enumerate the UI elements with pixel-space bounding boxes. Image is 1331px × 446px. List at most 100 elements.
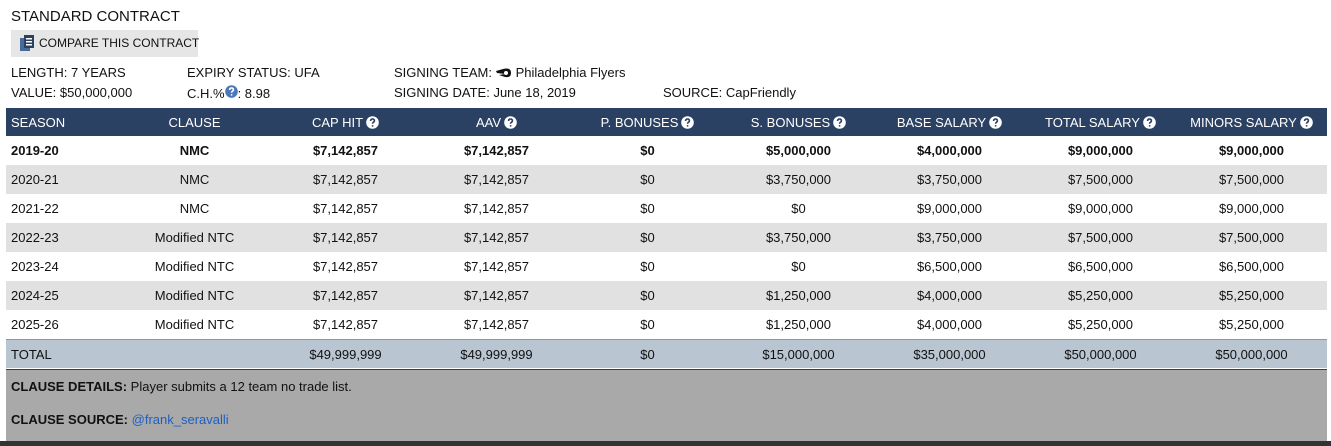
info-label: VALUE:	[11, 85, 57, 100]
info-label: SOURCE:	[663, 85, 723, 100]
cell: $9,000,000	[1067, 143, 1134, 158]
cell: $0	[640, 143, 655, 158]
total-cell: $15,000,000	[723, 339, 874, 368]
cell: $9,000,000	[1218, 143, 1285, 158]
help-icon[interactable]	[1300, 115, 1313, 129]
help-icon[interactable]	[681, 115, 695, 129]
team-logo	[495, 68, 511, 78]
info-item: VALUE: $50,000,000	[11, 85, 132, 100]
cell: $1,250,000	[765, 317, 832, 332]
cell: $5,000,000	[765, 143, 832, 158]
cell: NMC	[119, 165, 270, 194]
info-item: EXPIRY STATUS: UFA	[187, 65, 320, 80]
help-icon[interactable]	[989, 115, 1002, 129]
cell: $7,500,000	[1025, 165, 1176, 194]
info-item: C.H.%: 8.98	[187, 85, 270, 101]
cell: Modified NTC	[154, 317, 235, 332]
cell: $5,250,000	[1067, 317, 1134, 332]
column-header: AAV	[421, 108, 572, 136]
cell: $7,142,857	[463, 259, 530, 274]
info-item: LENGTH: 7 YEARS	[11, 65, 126, 80]
cell: $0	[640, 259, 655, 274]
column-label: BASE SALARY	[896, 114, 987, 130]
info-label: SIGNING TEAM:	[394, 65, 492, 80]
header-row: SEASON CLAUSE CAP HIT AAV P. BONUSES S. BONUS…	[6, 108, 1327, 136]
column-label: CAP HIT	[311, 114, 364, 130]
cell: $9,000,000	[916, 201, 983, 216]
title: STANDARD CONTRACT	[11, 8, 180, 25]
cell: $7,500,000	[1176, 223, 1327, 252]
cell: $0	[791, 201, 806, 216]
cell: $7,142,857	[312, 143, 379, 158]
cell: $3,750,000	[723, 223, 874, 252]
season-row: 2022-23 Modified NTC $7,142,857 $7,142,857 $…	[6, 223, 1327, 252]
cell: $3,750,000	[723, 165, 874, 194]
column-header: SEASON	[6, 108, 119, 136]
clause-panel: CLAUSE DETAILS: Player submits a 12 team…	[6, 369, 1327, 441]
cell: $3,750,000	[874, 223, 1025, 252]
cell: $6,500,000	[916, 259, 983, 274]
info-value: June 18, 2019	[493, 85, 576, 100]
help-icon[interactable]	[224, 85, 238, 98]
help-icon[interactable]	[504, 115, 517, 129]
total-cell: $35,000,000	[874, 339, 1025, 368]
cell: 2025-26	[11, 317, 59, 332]
column-label: SEASON	[11, 114, 66, 130]
clause-details-text: Player submits a 12 team no trade list.	[130, 379, 352, 394]
cell: $0	[572, 223, 723, 252]
info-label: EXPIRY STATUS:	[187, 65, 291, 80]
cell: $7,142,857	[421, 223, 572, 252]
season-row: 2024-25 Modified NTC $7,142,857 $7,142,857 $…	[6, 281, 1327, 310]
info-item: SIGNING TEAM: Philadelphia Flyers	[394, 65, 625, 80]
info-label: C.H.%	[187, 86, 225, 101]
cell: 2022-23	[6, 223, 119, 252]
cell: Modified NTC	[119, 223, 270, 252]
cell: $7,142,857	[270, 165, 421, 194]
help-icon[interactable]	[1143, 115, 1156, 129]
help-icon[interactable]	[833, 115, 847, 129]
total-cell: $50,000,000	[1176, 339, 1327, 368]
cell: 2024-25	[6, 281, 119, 310]
cell: $7,142,857	[421, 165, 572, 194]
column-header: CLAUSE	[119, 108, 270, 136]
cell: $9,000,000	[1218, 201, 1285, 216]
cell: $3,750,000	[874, 165, 1025, 194]
compare-button[interactable]: COMPARE THIS CONTRACT	[11, 30, 199, 57]
cell: 2021-22	[11, 201, 59, 216]
season-row: 2023-24 Modified NTC $7,142,857 $7,142,857 $…	[6, 252, 1327, 281]
help-icon[interactable]	[366, 115, 379, 129]
cell: $7,142,857	[270, 223, 421, 252]
cell: $0	[640, 317, 655, 332]
cell: $6,500,000	[1218, 259, 1285, 274]
total-cell	[119, 339, 270, 368]
column-label: P. BONUSES	[600, 114, 679, 130]
column-header: MINORS SALARY	[1176, 108, 1327, 136]
cell: $0	[640, 201, 655, 216]
cell: $7,500,000	[1025, 223, 1176, 252]
season-row: 2019-20 NMC $7,142,857 $7,142,857 $0 $5,000,0…	[6, 136, 1327, 165]
info-label: SIGNING DATE:	[394, 85, 490, 100]
column-header: BASE SALARY	[874, 108, 1025, 136]
total-cell: $50,000,000	[1025, 339, 1176, 368]
info-label: LENGTH:	[11, 65, 68, 80]
cell: $7,142,857	[463, 143, 530, 158]
cell: NMC	[179, 201, 210, 216]
column-label: CLAUSE	[168, 114, 221, 130]
cell: $4,000,000	[916, 317, 983, 332]
column-label: S. BONUSES	[750, 114, 831, 130]
column-label: AAV	[475, 114, 502, 130]
total-row: TOTAL $49,999,999 $49,999,999 $0 $15,000,000…	[6, 339, 1327, 368]
column-header: P. BONUSES	[572, 108, 723, 136]
cell: Modified NTC	[154, 259, 235, 274]
column-header: TOTAL SALARY	[1025, 108, 1176, 136]
info-value: Philadelphia Flyers	[515, 65, 626, 80]
info-item: SOURCE: CapFriendly	[663, 85, 796, 100]
total-cell: $49,999,999	[421, 339, 572, 368]
bottom-bar	[0, 441, 1331, 446]
cell: $1,250,000	[723, 281, 874, 310]
clause-source-link[interactable]: @frank_seravalli	[131, 412, 229, 427]
cell: 2020-21	[6, 165, 119, 194]
info-value: UFA	[294, 65, 320, 80]
cell: 2019-20	[11, 143, 59, 158]
